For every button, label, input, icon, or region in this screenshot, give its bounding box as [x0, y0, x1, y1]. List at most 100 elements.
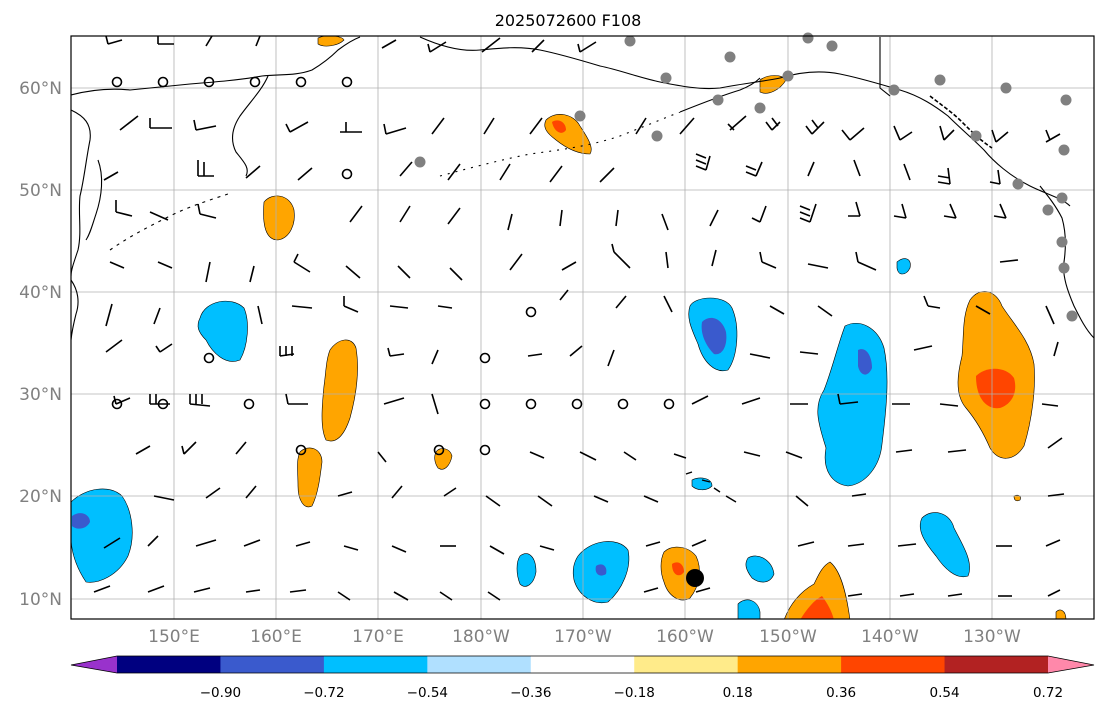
- wind-barb: [205, 487, 221, 499]
- lon-label-160e: 160°E: [250, 627, 302, 647]
- lon-label-170w: 170°W: [554, 627, 612, 647]
- wind-barb: [893, 203, 907, 219]
- map-title: 2025072600 F108: [495, 11, 642, 30]
- wind-barb: [695, 153, 711, 171]
- station-dot: [1066, 310, 1078, 322]
- wind-barb: [393, 591, 409, 601]
- anomaly-blob: [800, 596, 834, 619]
- alaska-coastline: [419, 36, 1071, 207]
- wind-barb: [1045, 129, 1061, 143]
- colorbar-tick-label: 0.72: [1033, 685, 1063, 701]
- station-dot: [1060, 94, 1072, 106]
- wind-barb: [579, 451, 597, 461]
- kuril-islands: [109, 193, 229, 251]
- anomaly-blob: [1055, 609, 1067, 619]
- wind-barb: [615, 209, 619, 227]
- sakhalin-coastline: [85, 159, 103, 241]
- wind-barb: [807, 161, 815, 177]
- station-dot: [574, 110, 586, 122]
- wind-barb: [663, 295, 673, 313]
- anomaly-blob: [71, 488, 133, 583]
- anomaly-blob: [896, 258, 911, 275]
- lon-label-160w: 160°W: [656, 627, 714, 647]
- anomaly-blob: [858, 349, 872, 375]
- anomaly-blob: [745, 555, 775, 583]
- lon-label-140w: 140°W: [861, 627, 919, 647]
- calm-circle: [663, 398, 675, 410]
- station-dot: [782, 70, 794, 82]
- wind-barb: [741, 397, 761, 405]
- hawaii-islands: [685, 471, 737, 503]
- wind-barb: [431, 349, 439, 365]
- wind-barb: [539, 545, 555, 551]
- wind-barb: [115, 200, 133, 217]
- wind-barb: [947, 449, 967, 453]
- wind-barb: [1045, 539, 1061, 547]
- colorbar-segment: [427, 656, 532, 673]
- wind-barb: [975, 305, 991, 315]
- calm-circle: [479, 398, 491, 410]
- station-dot: [888, 84, 900, 96]
- wind-barb: [135, 445, 151, 455]
- wind-barb: [759, 251, 777, 269]
- wind-barb: [443, 487, 457, 497]
- wind-barb: [427, 41, 447, 53]
- station-dot: [414, 156, 426, 168]
- wind-barb: [245, 589, 261, 593]
- wind-barb: [487, 591, 501, 601]
- wind-barb: [937, 167, 951, 185]
- lat-label-40n: 40°N: [19, 283, 62, 303]
- lon-label-130w: 130°W: [963, 627, 1021, 647]
- lat-label-60n: 60°N: [19, 79, 62, 99]
- wind-barb: [257, 305, 263, 325]
- calm-circle: [295, 444, 307, 456]
- wind-barb: [807, 263, 829, 269]
- wind-barb: [509, 253, 523, 271]
- wind-barb: [785, 451, 803, 459]
- calm-circle: [249, 76, 261, 88]
- colorbar-segments: [71, 656, 1094, 673]
- wind-barb: [105, 339, 123, 353]
- canada-boundary: [879, 37, 891, 97]
- wind-barb: [1047, 493, 1065, 497]
- anomaly-blob: [784, 561, 851, 619]
- wind-barb: [291, 305, 313, 309]
- station-dot: [1058, 262, 1070, 274]
- colorbar-tick-label: −0.36: [510, 685, 551, 701]
- calm-circle: [617, 398, 629, 410]
- wind-barb: [899, 593, 915, 597]
- wind-barb: [481, 37, 501, 53]
- calm-circle: [157, 398, 169, 410]
- wind-barb: [447, 163, 461, 181]
- calm-circle: [479, 352, 491, 364]
- station-dot: [624, 35, 636, 47]
- anomaly-blob: [317, 36, 345, 47]
- wind-barb: [431, 393, 439, 415]
- wind-barb: [615, 295, 627, 309]
- wind-barb: [245, 485, 257, 499]
- wind-barb: [529, 451, 545, 459]
- station-dot: [1056, 192, 1068, 204]
- wind-barb: [197, 203, 217, 219]
- wind-barb: [377, 451, 387, 463]
- wind-barb: [149, 394, 170, 405]
- wind-barb: [923, 295, 941, 309]
- anomaly-blob: [72, 513, 90, 529]
- anomaly-fields: [71, 36, 1067, 619]
- calm-circle: [433, 444, 445, 456]
- wind-barb: [561, 261, 577, 271]
- wind-barb: [489, 545, 505, 555]
- longitude-labels: 150°E 160°E 170°E 180°W 170°W 160°W 150°…: [148, 627, 1021, 647]
- wind-barb: [337, 491, 353, 497]
- station-markers: [414, 32, 1078, 322]
- north-america-coastline: [1039, 185, 1094, 339]
- wind-barb: [765, 117, 781, 131]
- grid-lines: [71, 36, 1094, 619]
- wind-barb: [749, 353, 771, 359]
- wind-barb: [449, 267, 463, 281]
- wind-barb: [345, 265, 361, 279]
- wind-barb: [745, 161, 763, 177]
- wind-barb: [727, 115, 747, 131]
- alaska-peninsula: [679, 77, 761, 113]
